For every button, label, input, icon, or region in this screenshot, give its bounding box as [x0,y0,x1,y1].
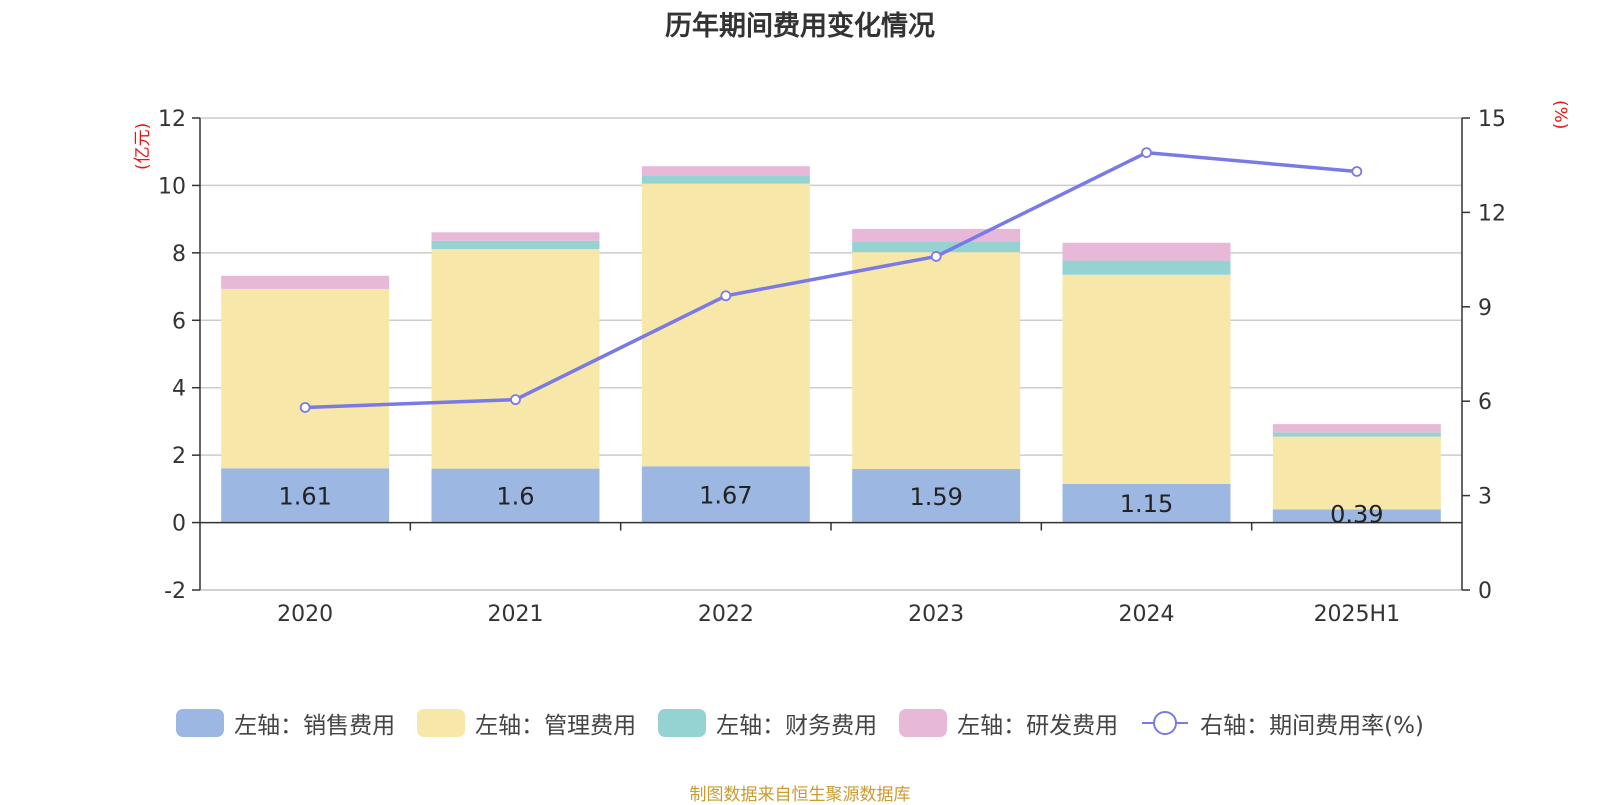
bar-admin [221,288,390,469]
right-axis-tick-label: 9 [1478,296,1492,321]
bar-admin [1272,436,1441,510]
bar-admin [431,249,600,469]
bar-admin [1062,274,1231,484]
line-rate [305,150,1357,410]
legend-label-finance: 左轴：财务费用 [716,713,878,739]
left-axis-tick-label: 2 [172,444,186,469]
bar-admin [852,252,1021,469]
bar-finance [641,175,810,184]
right-axis-tick-label: 0 [1478,579,1492,604]
grid-layer [200,117,1462,591]
bar-rnd [221,275,390,289]
bar-finance [1062,260,1231,275]
point-rate [720,290,732,302]
bar-sales [1272,509,1441,523]
legend-swatch-sales [176,709,225,737]
x-axis-label: 2021 [488,602,544,627]
source-footer: 制图数据来自恒生聚源数据库 [689,785,911,805]
x-axis-label: 2023 [908,602,964,627]
point-rate [299,402,311,413]
left-axis-tick-label: 6 [172,309,186,334]
legend-item-finance[interactable]: 左轴：财务费用 [658,706,877,740]
left-axis-tick-label: -2 [164,579,186,604]
point-rate [510,394,521,406]
left-axis-tick-label: 10 [158,174,186,199]
bar-layer [221,166,1441,523]
left-axis-tick-label: 0 [172,512,186,537]
x-axis-label: 2022 [698,602,754,627]
legend-item-rnd[interactable]: 左轴：研发费用 [899,706,1118,740]
point-rate [1141,147,1152,159]
bar-rnd [852,228,1021,242]
x-axis-label: 2024 [1119,602,1175,627]
data-label-sales: 1.61 [278,482,331,510]
legend-swatch-finance [658,709,707,737]
legend-item-rate[interactable]: 右轴：期间费用率(%) [1140,706,1424,740]
data-label-sales: 1.15 [1120,490,1173,518]
bar-sales [641,466,810,523]
bar-sales [852,468,1021,523]
right-axis-tick-label: 3 [1478,485,1492,510]
right-axis-tick-label: 6 [1478,390,1492,415]
bar-sales [1062,483,1231,523]
legend-label-sales: 左轴：销售费用 [234,713,396,739]
chart-title: 历年期间费用变化情况 [665,11,935,42]
right-axis-tick-label: 15 [1478,107,1506,132]
point-rate [1351,166,1363,177]
x-axis-label: 2020 [277,602,333,627]
line-layer [299,147,1363,413]
label-layer: 1.61 1.6 1.67 1.59 1.15 0.39 [278,481,1383,528]
legend-swatch-rnd [899,709,948,737]
left-axis-tick-label: 12 [158,107,186,132]
bar-finance [431,240,600,250]
data-label-sales: 0.39 [1330,501,1383,529]
bar-rnd [1062,242,1231,261]
data-label-sales: 1.67 [699,481,752,509]
legend: 左轴：销售费用 左轴：管理费用 左轴：财务费用 左轴：研发费用 右轴：期间费用率… [0,706,1600,740]
point-rate [930,251,942,262]
bar-sales [431,468,600,523]
bar-finance [1272,432,1441,437]
legend-swatch-rate [1142,711,1189,735]
bar-rnd [641,166,810,176]
axis-layer: -2 0 2 4 6 8 10 12 0 3 6 9 12 15 2020 2021 2022 2023 2024 2… [158,107,1506,627]
bar-rnd [1272,424,1441,433]
legend-swatch-admin [417,709,466,737]
bar-finance [852,241,1021,253]
legend-label-rnd: 左轴：研发费用 [957,713,1119,739]
right-axis-tick-label: 12 [1478,201,1506,226]
bar-sales [221,468,390,523]
legend-label-admin: 左轴：管理费用 [475,713,637,739]
bar-rnd [431,232,600,241]
x-axis-label: 2025H1 [1314,602,1401,627]
data-label-sales: 1.6 [496,483,534,511]
data-label-sales: 1.59 [909,483,962,511]
legend-item-admin[interactable]: 左轴：管理费用 [417,706,636,740]
legend-label-rate: 右轴：期间费用率(%) [1200,713,1424,739]
left-axis-tick-label: 8 [172,242,186,267]
legend-item-sales[interactable]: 左轴：销售费用 [176,706,395,740]
chart-canvas: -2 0 2 4 6 8 10 12 0 3 6 9 12 15 2020 2021 2022 2023 2024 2… [158,107,1506,627]
left-axis-tick-label: 4 [172,377,186,402]
